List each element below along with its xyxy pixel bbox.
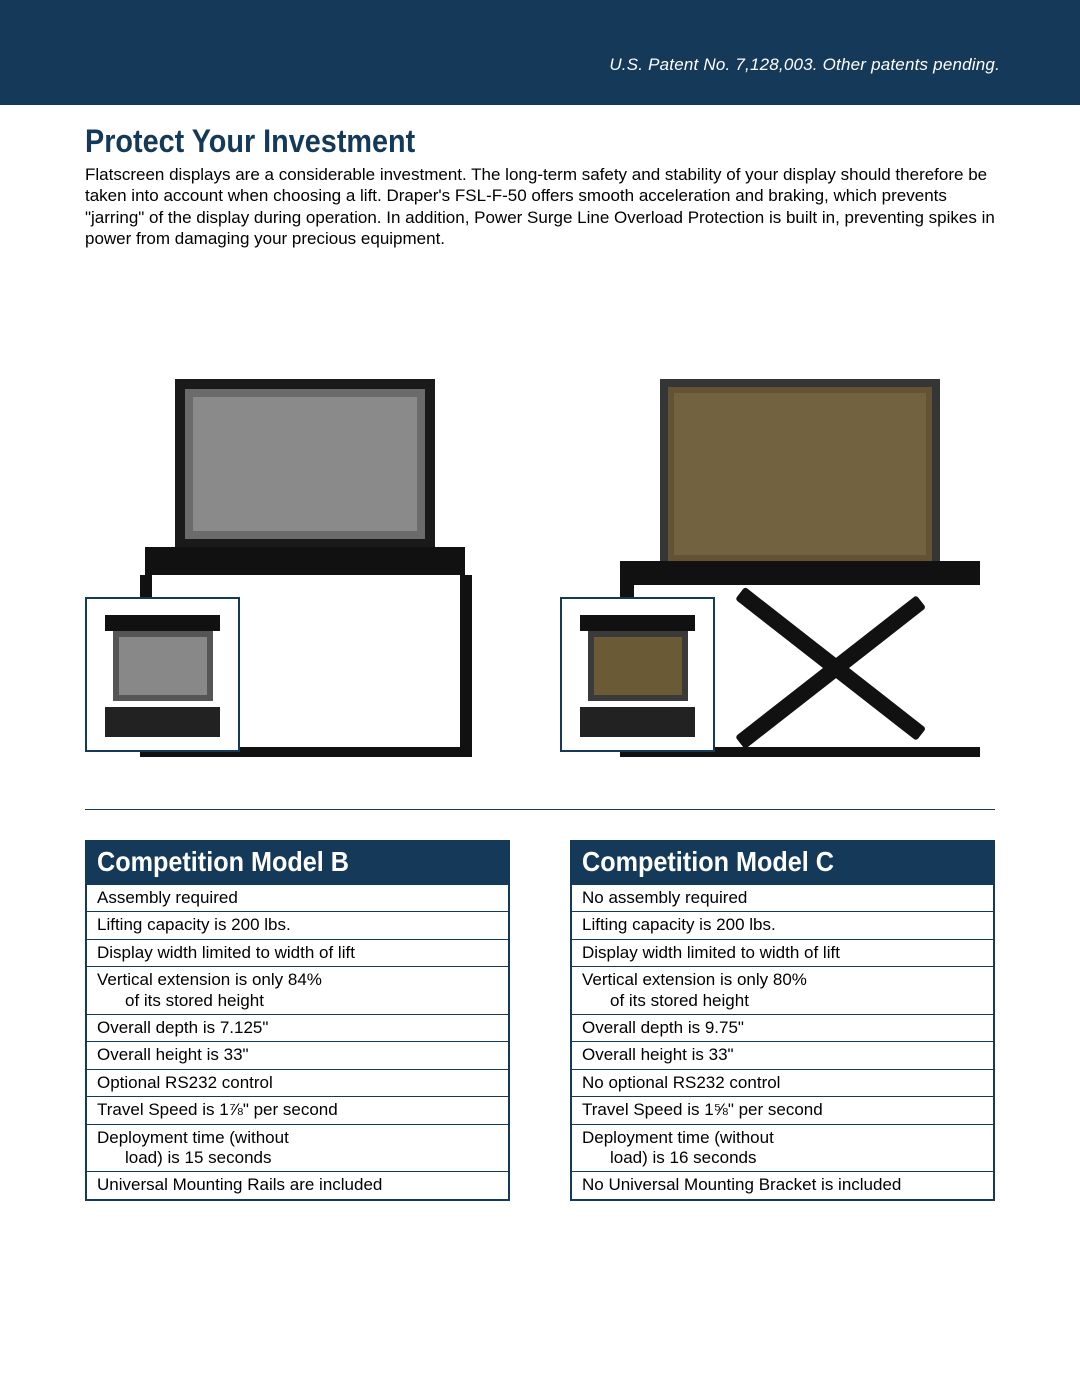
table-c-row-subtext: of its stored height	[582, 991, 983, 1011]
table-b-row: Lifting capacity is 200 lbs.	[87, 911, 508, 938]
table-b-row: Overall depth is 7.125"	[87, 1014, 508, 1041]
table-b-row-subtext: load) is 15 seconds	[97, 1148, 498, 1168]
table-b-row: Optional RS232 control	[87, 1069, 508, 1096]
comparison-tables: Competition Model B Assembly required Lif…	[0, 810, 1080, 1241]
table-c-row: Overall depth is 9.75"	[572, 1014, 993, 1041]
mini-base-icon	[105, 707, 220, 737]
table-b-row: Assembly required	[87, 884, 508, 911]
table-b-row: Overall height is 33"	[87, 1041, 508, 1068]
table-b-row-text: Vertical extension is only 84%	[97, 970, 322, 989]
table-model-c: Competition Model C No assembly required…	[570, 840, 995, 1201]
mini-top-bar-c-icon	[580, 615, 695, 631]
table-b-row-subtext: of its stored height	[97, 991, 498, 1011]
table-b-row-text: Deployment time (without	[97, 1128, 289, 1147]
table-c-row-text: Travel Speed is 1⅝" per second	[582, 1100, 823, 1119]
mini-top-bar-icon	[105, 615, 220, 631]
table-b-header: Competition Model B	[87, 842, 508, 884]
table-c-row-text: No assembly required	[582, 888, 747, 907]
table-c-row-text: Overall height is 33"	[582, 1045, 734, 1064]
header-banner: U.S. Patent No. 7,128,003. Other patents…	[0, 0, 1080, 105]
intro-section: Protect Your Investment Flatscreen displ…	[0, 105, 1080, 249]
table-b-row: Travel Speed is 1⅞" per second	[87, 1096, 508, 1123]
table-c-row: Display width limited to width of lift	[572, 939, 993, 966]
table-c-row: Lifting capacity is 200 lbs.	[572, 911, 993, 938]
tv-raised-icon	[175, 379, 435, 549]
table-b-row-text: Overall height is 33"	[97, 1045, 249, 1064]
table-b-row-text: Travel Speed is 1⅞" per second	[97, 1100, 338, 1119]
table-c-row: Travel Speed is 1⅝" per second	[572, 1096, 993, 1123]
table-b-row-text: Overall depth is 7.125"	[97, 1018, 268, 1037]
table-b-row-text: Display width limited to width of lift	[97, 943, 355, 962]
table-model-b: Competition Model B Assembly required Lif…	[85, 840, 510, 1201]
scissor-arm-icon	[730, 575, 980, 755]
figure-thumb-b	[85, 597, 240, 752]
table-c-row-subtext: load) is 16 seconds	[582, 1148, 983, 1168]
table-c-row-text: No Universal Mounting Bracket is include…	[582, 1175, 901, 1194]
table-c-row-text: Vertical extension is only 80%	[582, 970, 807, 989]
table-c-row: Vertical extension is only 80% of its sto…	[572, 966, 993, 1014]
table-b-row-text: Optional RS232 control	[97, 1073, 273, 1092]
table-c-row: No optional RS232 control	[572, 1069, 993, 1096]
mini-tv-icon	[113, 631, 213, 701]
table-b-row-text: Lifting capacity is 200 lbs.	[97, 915, 291, 934]
table-b-row: Universal Mounting Rails are included	[87, 1171, 508, 1198]
lift-column-right-icon	[460, 575, 472, 755]
mini-base-c-icon	[580, 707, 695, 737]
table-c-row: No Universal Mounting Bracket is include…	[572, 1171, 993, 1198]
figure-thumb-c	[560, 597, 715, 752]
page: U.S. Patent No. 7,128,003. Other patents…	[0, 0, 1080, 1241]
product-figures	[0, 249, 1080, 789]
section-body: Flatscreen displays are a considerable i…	[85, 164, 995, 249]
table-c-header: Competition Model C	[572, 842, 993, 884]
table-c-row-text: Deployment time (without	[582, 1128, 774, 1147]
section-heading: Protect Your Investment	[85, 123, 904, 160]
patent-text: U.S. Patent No. 7,128,003. Other patents…	[609, 55, 1000, 75]
table-b-row: Deployment time (withoutload) is 15 seco…	[87, 1124, 508, 1172]
table-b-row: Display width limited to width of lift	[87, 939, 508, 966]
table-c-row-text: Overall depth is 9.75"	[582, 1018, 744, 1037]
table-c-row-text: Lifting capacity is 200 lbs.	[582, 915, 776, 934]
table-b-row-text: Universal Mounting Rails are included	[97, 1175, 382, 1194]
mini-tv-c-icon	[588, 631, 688, 701]
table-c-row: Overall height is 33"	[572, 1041, 993, 1068]
lift-top-bar-icon	[145, 547, 465, 575]
figure-model-c	[560, 379, 995, 769]
table-c-row: No assembly required	[572, 884, 993, 911]
table-c-row-text: No optional RS232 control	[582, 1073, 780, 1092]
figure-model-b	[85, 379, 520, 769]
table-b-row-text: Assembly required	[97, 888, 238, 907]
table-c-row: Deployment time (withoutload) is 16 seco…	[572, 1124, 993, 1172]
tv-raised-c-icon	[660, 379, 940, 569]
table-b-row: Vertical extension is only 84% of its sto…	[87, 966, 508, 1014]
table-c-row-text: Display width limited to width of lift	[582, 943, 840, 962]
